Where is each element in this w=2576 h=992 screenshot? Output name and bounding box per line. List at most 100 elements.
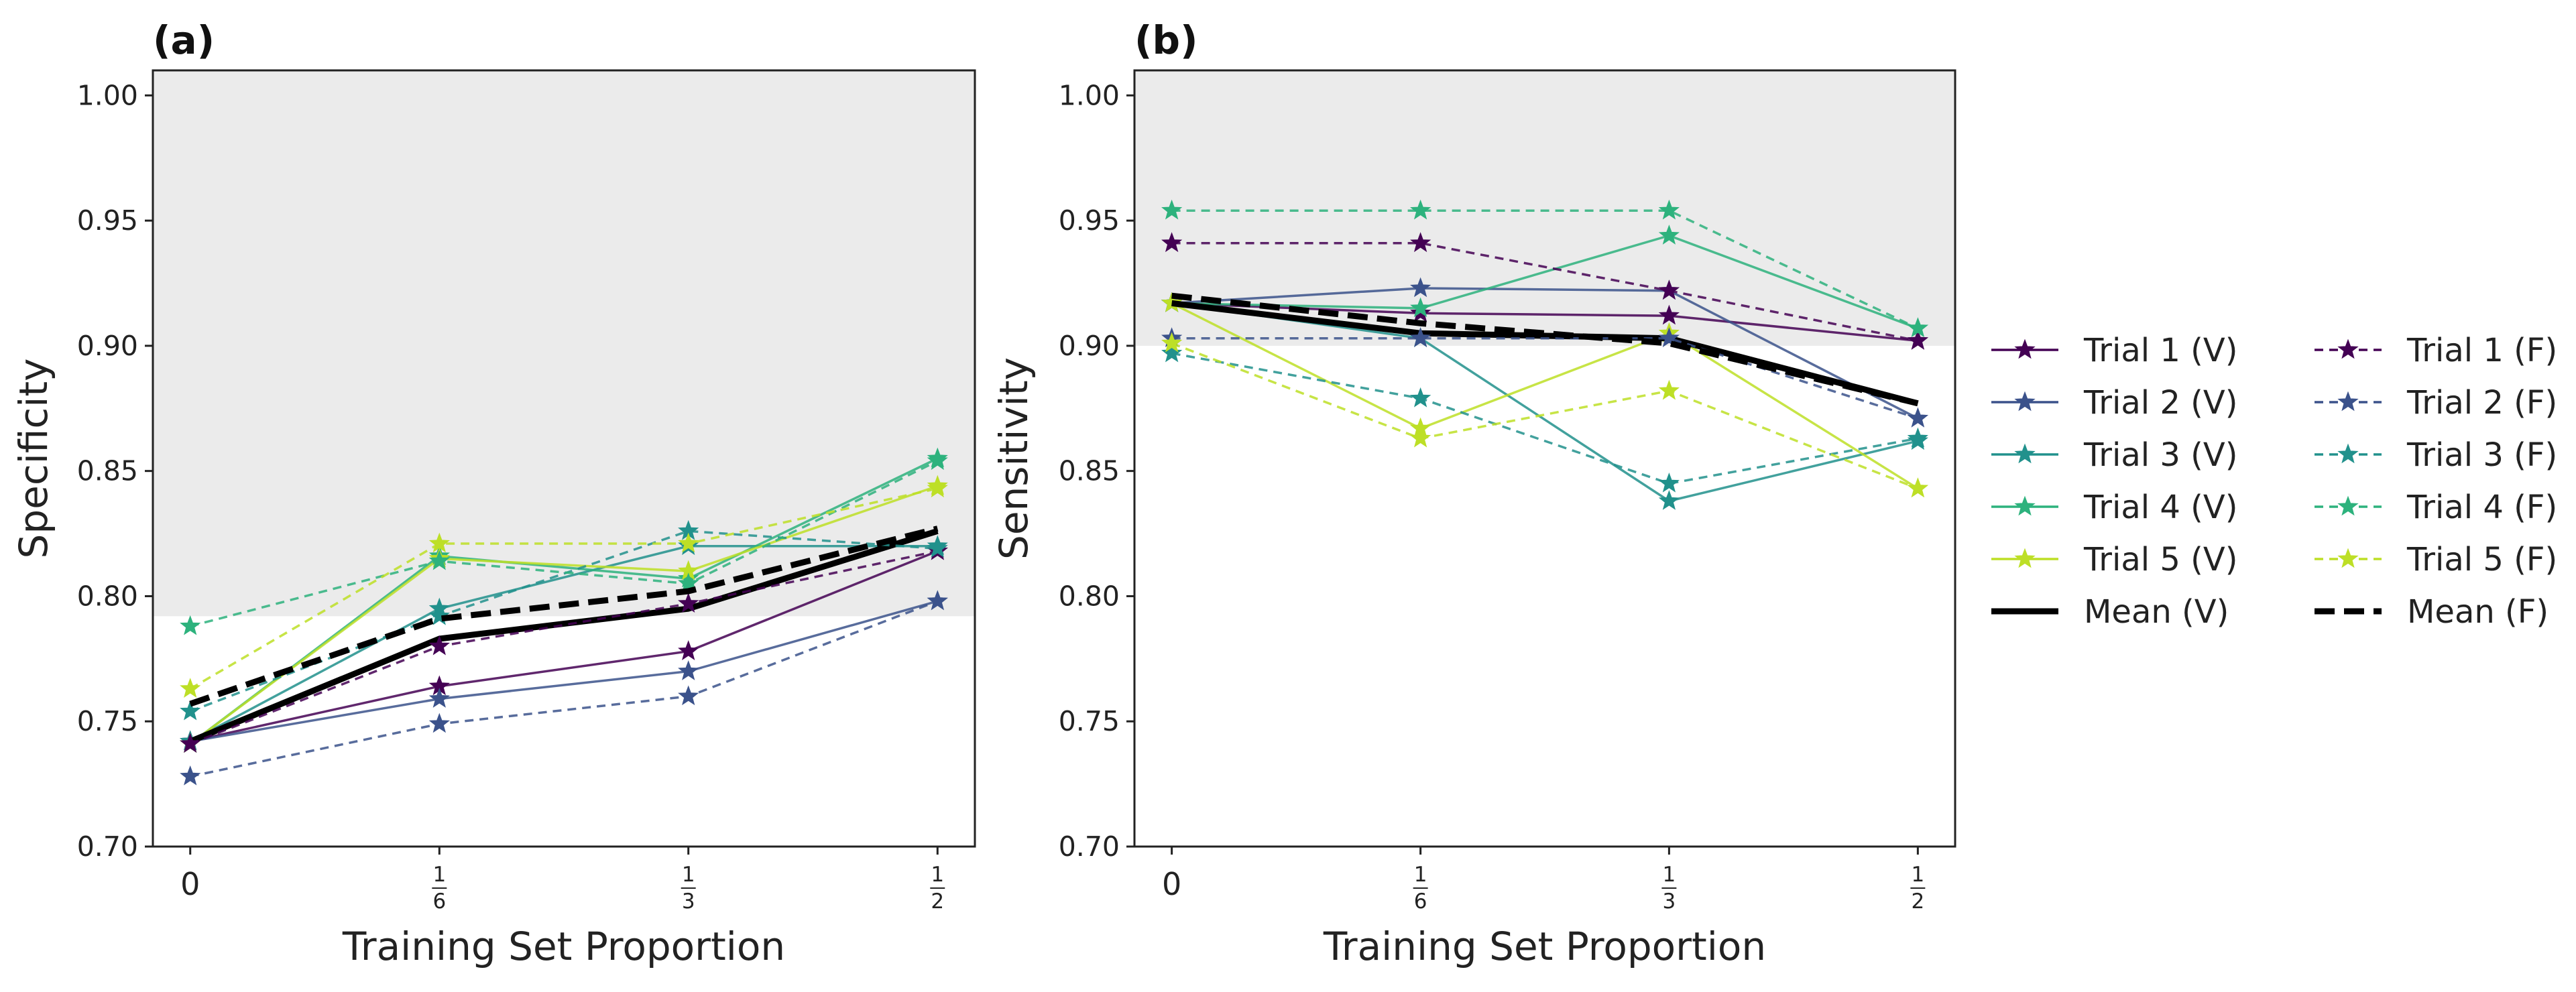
- data-point-a-trial-3-f-0: [180, 700, 201, 721]
- data-point-a-trial-1-f-0: [180, 733, 201, 753]
- legend-marker-trial-3-v: [2014, 443, 2036, 464]
- legend-marker-trial-2-f: [2337, 391, 2359, 412]
- data-point-a-trial-2-f-1: [428, 712, 450, 733]
- series-line-a-trial-1-v: [190, 550, 938, 743]
- legend-label-trial-3-v: Trial 3 (V): [2083, 436, 2237, 474]
- series-line-a-mean-f: [189, 525, 939, 707]
- x-tick-numerator-a-1: 1: [432, 863, 446, 887]
- y-tick-label-a-0: 0.70: [77, 830, 138, 863]
- data-point-a-trial-4-f-2: [678, 572, 699, 593]
- y-axis-label-b: Sensitivity: [991, 357, 1037, 560]
- data-point-a-trial-5-f-2: [678, 532, 699, 553]
- data-point-b-trial-3-f-0: [1161, 342, 1183, 363]
- data-point-b-trial-3-f-3: [1907, 427, 1928, 448]
- data-point-b-trial-2-v-1: [1410, 277, 1431, 298]
- data-point-b-trial-2-f-2: [1658, 327, 1680, 347]
- data-point-a-trial-1-f-2: [678, 593, 699, 613]
- series-line-a-mean-v: [188, 528, 939, 745]
- data-point-a-trial-2-f-0: [180, 765, 201, 786]
- panel-label-a: (a): [153, 17, 215, 63]
- data-point-b-trial-5-f-3: [1907, 477, 1928, 498]
- x-tick-denominator-b-1: 6: [1414, 889, 1427, 914]
- data-point-b-trial-4-f-1: [1410, 199, 1431, 220]
- legend-label-trial-5-f: Trial 5 (F): [2406, 541, 2557, 578]
- data-point-a-trial-1-v-2: [678, 640, 699, 660]
- y-tick-label-b-1: 0.75: [1059, 705, 1120, 737]
- legend-marker-trial-2-v: [2014, 391, 2036, 412]
- data-point-b-trial-2-f-3: [1907, 407, 1928, 428]
- x-tick-denominator-b-3: 2: [1911, 889, 1924, 914]
- x-tick-label-a-0: 0: [180, 866, 200, 902]
- y-tick-label-a-6: 1.00: [77, 79, 138, 111]
- series-line-b-mean-f: [1171, 292, 1919, 407]
- legend-label-trial-1-v: Trial 1 (V): [2083, 332, 2237, 369]
- data-point-b-trial-1-f-3: [1907, 329, 1928, 350]
- legend-label-trial-4-v: Trial 4 (V): [2083, 489, 2237, 526]
- y-tick-label-b-3: 0.85: [1059, 455, 1120, 487]
- y-tick-label-b-2: 0.80: [1059, 580, 1120, 612]
- data-point-b-trial-3-v-2: [1658, 490, 1680, 510]
- data-point-b-trial-1-v-2: [1658, 304, 1680, 325]
- y-tick-label-b-0: 0.70: [1059, 830, 1120, 863]
- shaded-region-a: [153, 70, 975, 617]
- data-point-b-trial-1-f-2: [1658, 280, 1680, 300]
- panel-label-b: (b): [1134, 17, 1198, 63]
- legend-label-trial-5-v: Trial 5 (V): [2083, 541, 2237, 578]
- x-tick-numerator-b-2: 1: [1663, 863, 1676, 887]
- y-tick-label-a-2: 0.80: [77, 580, 138, 612]
- y-tick-label-b-6: 1.00: [1059, 79, 1120, 111]
- data-point-b-trial-5-f-1: [1410, 427, 1431, 448]
- data-point-b-trial-5-f-0: [1161, 332, 1183, 353]
- series-line-a-trial-5-f: [189, 487, 938, 690]
- data-point-a-trial-4-f-0: [180, 615, 201, 635]
- data-point-b-trial-3-f-1: [1410, 387, 1431, 408]
- y-axis-label-a: Specificity: [11, 359, 56, 559]
- axes-frame-b: [1133, 69, 1956, 848]
- data-point-a-trial-2-f-2: [678, 685, 699, 706]
- series-line-b-trial-5-v: [1171, 302, 1919, 490]
- series-line-b-trial-4-f: [1171, 209, 1919, 330]
- x-tick-label-b-0: 0: [1162, 866, 1181, 902]
- series-line-b-trial-5-f: [1171, 342, 1919, 490]
- panel-a-specificity-chart: 0.700.750.800.850.900.951.000 161312Train…: [11, 17, 976, 969]
- x-tick-numerator-b-3: 1: [1911, 863, 1924, 887]
- x-tick-denominator-a-3: 2: [931, 889, 944, 914]
- legend-marker-trial-4-f: [2337, 495, 2359, 516]
- legend-label-trial-4-f: Trial 4 (F): [2406, 489, 2557, 526]
- x-tick-denominator-b-2: 3: [1663, 889, 1676, 914]
- x-tick-numerator-a-2: 1: [682, 863, 695, 887]
- x-axis-label-a: Training Set Proportion: [342, 924, 785, 969]
- series-line-b-trial-1-f: [1171, 241, 1918, 343]
- legend-label-trial-1-f: Trial 1 (F): [2406, 332, 2557, 369]
- legend-marker-trial-1-f: [2337, 338, 2359, 359]
- data-point-b-trial-1-f-1: [1410, 232, 1431, 253]
- data-point-a-trial-2-v-1: [428, 688, 450, 708]
- series-line-a-trial-2-f: [190, 600, 938, 778]
- x-tick-numerator-a-3: 1: [931, 863, 944, 887]
- data-point-a-trial-5-f-1: [428, 532, 450, 553]
- data-point-b-trial-5-f-2: [1658, 379, 1680, 400]
- series-line-b-trial-3-f: [1171, 352, 1918, 485]
- data-point-b-trial-5-v-0: [1161, 292, 1183, 312]
- legend-label-trial-2-v: Trial 2 (V): [2083, 384, 2237, 422]
- y-tick-label-a-1: 0.75: [77, 705, 138, 737]
- legend-marker-trial-3-f: [2337, 443, 2359, 464]
- legend-label-mean-f: Mean (F): [2407, 593, 2549, 631]
- panel-b-sensitivity-chart: 0.700.750.800.850.900.951.000 161312Train…: [991, 17, 1956, 969]
- x-tick-denominator-a-2: 3: [682, 889, 695, 914]
- series-line-a-trial-2-v: [190, 600, 938, 743]
- series-line-b-trial-2-f: [1171, 336, 1918, 420]
- x-tick-denominator-a-1: 6: [432, 889, 446, 914]
- x-axis-label-b: Training Set Proportion: [1323, 924, 1766, 969]
- axes-frame-a: [152, 69, 976, 848]
- data-point-b-trial-1-f-0: [1161, 232, 1183, 253]
- y-tick-label-a-5: 0.95: [77, 204, 138, 237]
- data-point-a-trial-3-f-3: [927, 538, 948, 558]
- legend-marker-trial-5-f: [2337, 548, 2359, 568]
- y-tick-label-a-3: 0.85: [77, 455, 138, 487]
- chart-legend: Trial 1 (V) Trial 2 (V) Trial 3 (V) Trial 4…: [1991, 332, 2557, 631]
- series-line-b-trial-2-v: [1171, 287, 1919, 420]
- data-point-b-trial-4-v-1: [1410, 297, 1431, 318]
- data-point-a-trial-1-f-1: [428, 635, 450, 656]
